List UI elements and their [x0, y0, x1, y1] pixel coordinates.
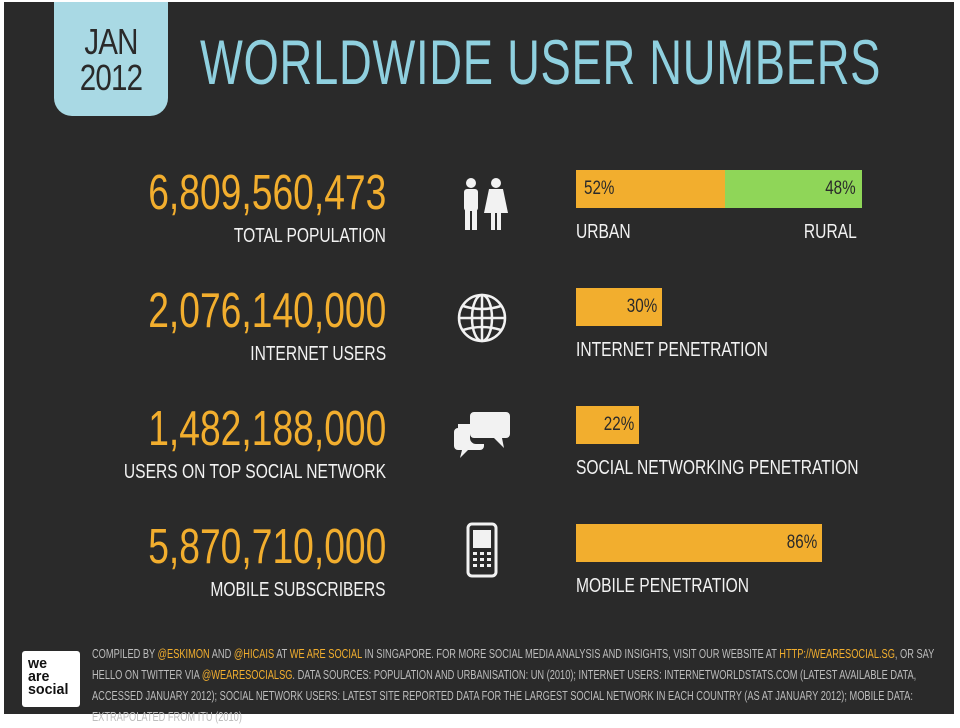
badge-month: JAN	[84, 21, 138, 62]
badge-year: 2012	[79, 57, 143, 98]
footer-credits: COMPILED BY @ESKIMON AND @HICAIS AT WE A…	[92, 644, 943, 728]
footer-sources: . DATA SOURCES: POPULATION AND URBANISAT…	[92, 668, 917, 724]
social-penetration-value: 22%	[603, 414, 635, 435]
logo-line: we	[28, 655, 48, 672]
globe-icon	[454, 290, 514, 350]
org-link[interactable]: WE ARE SOCIAL	[289, 647, 362, 661]
we-are-social-logo: we are social	[22, 651, 80, 707]
stat-label: USERS ON TOP SOCIAL NETWORK	[123, 461, 386, 483]
author-link-eskimon[interactable]: @ESKIMON	[157, 647, 210, 661]
people-icon	[454, 176, 514, 236]
page-title: WORLDWIDE USER NUMBERS	[200, 28, 882, 98]
speech-bubbles-icon	[454, 408, 514, 468]
logo-line: are	[28, 668, 50, 685]
stat-row-social: 1,482,188,000 USERS ON TOP SOCIAL NETWOR…	[4, 404, 954, 504]
footer-or-say: , OR SAY HELLO ON TWITTER VIA	[92, 647, 935, 682]
stat-number: 5,870,710,000	[147, 520, 386, 574]
footer-at: AT	[276, 647, 288, 661]
stat-label: MOBILE SUBSCRIBERS	[210, 579, 386, 601]
mobile-penetration-value: 86%	[786, 532, 818, 553]
logo-line: social	[28, 681, 69, 698]
stat-row-mobile: 5,870,710,000 MOBILE SUBSCRIBERS 86% MOB…	[4, 522, 954, 622]
internet-penetration-fill: 30%	[576, 288, 662, 326]
stat-number: 2,076,140,000	[147, 284, 386, 338]
stat-label: INTERNET USERS	[250, 343, 386, 365]
footer-and: AND	[211, 647, 232, 661]
urban-value: 52%	[584, 178, 615, 199]
date-badge: JAN 2012	[54, 2, 168, 116]
website-link[interactable]: HTTP://WEARESOCIAL.SG	[779, 647, 895, 661]
stat-number: 1,482,188,000	[147, 402, 386, 456]
internet-penetration-label: INTERNET PENETRATION	[576, 339, 768, 361]
social-penetration-label: SOCIAL NETWORKING PENETRATION	[576, 457, 859, 479]
infographic-slide: JAN 2012 WORLDWIDE USER NUMBERS 6,809,56…	[4, 2, 954, 724]
rural-segment: 48%	[725, 170, 862, 208]
social-penetration-fill: 22%	[576, 406, 639, 444]
internet-penetration-value: 30%	[626, 296, 658, 317]
mobile-phone-icon	[466, 522, 526, 582]
urban-segment: 52%	[576, 170, 725, 208]
footer-in-text: IN SINGAPORE. FOR MORE SOCIAL MEDIA ANAL…	[364, 647, 777, 661]
footer-compiled-by: COMPILED BY	[92, 647, 156, 661]
rural-value: 48%	[825, 178, 856, 199]
mobile-penetration-label: MOBILE PENETRATION	[576, 575, 750, 597]
author-link-hicais[interactable]: @HICAIS	[233, 647, 275, 661]
stat-row-internet: 2,076,140,000 INTERNET USERS 30% INTERNE…	[4, 286, 954, 386]
urban-label: URBAN	[576, 221, 631, 243]
stat-label: TOTAL POPULATION	[234, 225, 386, 247]
twitter-link[interactable]: @WEARESOCIALSG	[201, 668, 293, 682]
stat-row-population: 6,809,560,473 TOTAL POPULATION 52%	[4, 168, 954, 268]
rural-label: RURAL	[804, 221, 857, 243]
mobile-penetration-fill: 86%	[576, 524, 822, 562]
stat-number: 6,809,560,473	[147, 166, 386, 220]
